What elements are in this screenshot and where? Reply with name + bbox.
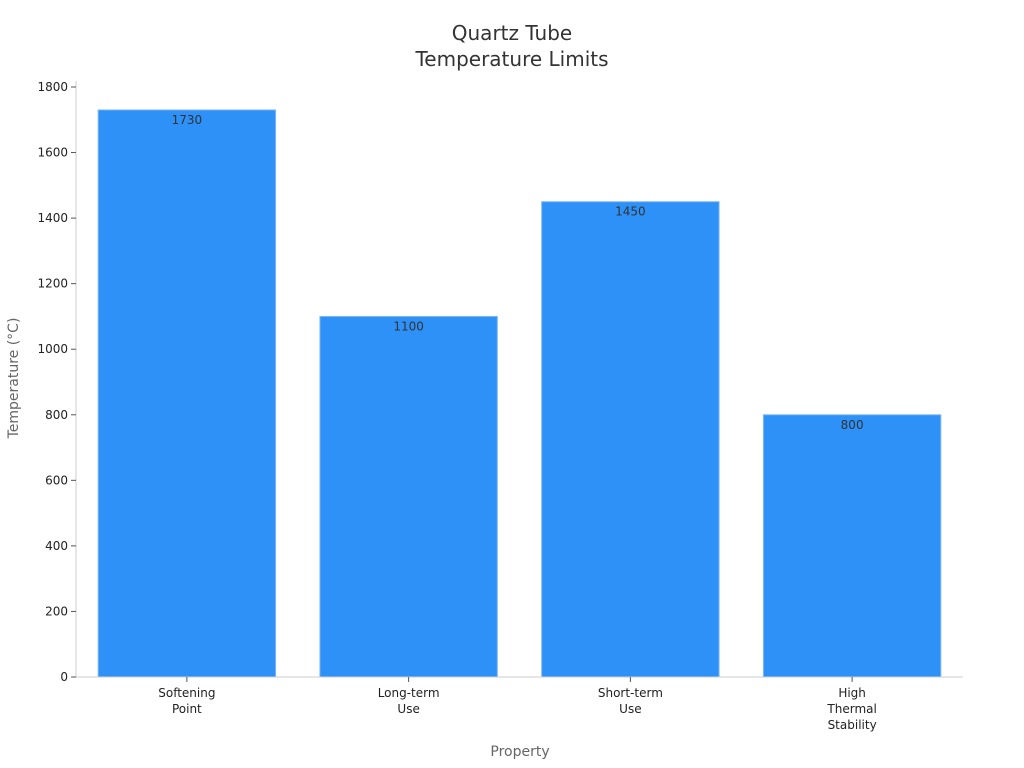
x-tick-label: Stability <box>828 718 877 732</box>
x-tick-label: Short-term <box>598 686 663 700</box>
bar-value-label: 1450 <box>615 205 646 219</box>
y-tick-label: 200 <box>45 604 68 618</box>
y-tick-label: 1600 <box>37 146 68 160</box>
x-tick-label: High <box>838 686 866 700</box>
x-tick-label: Thermal <box>826 702 876 716</box>
chart-title: Quartz Tube Temperature Limits <box>414 21 608 71</box>
y-tick-label: 1800 <box>37 80 68 94</box>
y-axis-label: Temperature (°C) <box>6 318 22 440</box>
bar <box>762 414 942 678</box>
y-tick-label: 1000 <box>37 342 68 356</box>
chart-title-line-1: Quartz Tube <box>452 21 572 45</box>
x-tick-label: Long-term <box>378 686 440 700</box>
y-tick-label: 0 <box>60 670 68 684</box>
x-tick-label: Use <box>619 702 641 716</box>
y-tick-label: 800 <box>45 408 68 422</box>
x-axis-label: Property <box>490 744 549 760</box>
y-axis: 0 200 400 600 800 1000 1200 1400 1600 1800 <box>37 80 77 684</box>
bar <box>319 315 498 678</box>
bar-value-label: 1100 <box>393 319 424 333</box>
y-tick-label: 1400 <box>37 211 68 225</box>
bars-group: 1730 1100 1450 800 <box>97 109 942 678</box>
y-tick-label: 400 <box>45 539 68 553</box>
bar-value-label: 800 <box>841 418 864 432</box>
x-tick-label: Softening <box>158 686 215 700</box>
y-tick-label: 1200 <box>37 277 68 291</box>
y-tick-label: 600 <box>45 473 68 487</box>
x-axis: Softening Point Long-term Use Short-term Use H… <box>76 676 963 732</box>
bar-value-label: 1730 <box>172 113 203 127</box>
x-tick-label: Use <box>397 702 419 716</box>
x-tick-label: Point <box>172 702 202 716</box>
chart-title-line-2: Temperature Limits <box>414 47 608 71</box>
bar <box>541 201 720 678</box>
bar <box>97 109 277 678</box>
